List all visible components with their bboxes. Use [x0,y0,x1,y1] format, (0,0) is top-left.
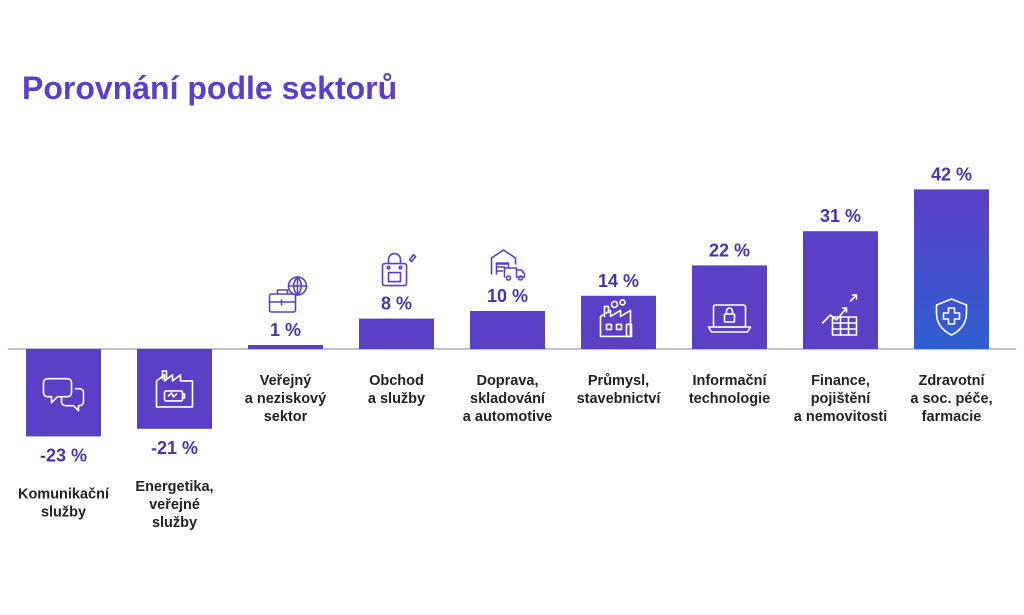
warehouse-truck-icon [490,249,526,281]
category-label: Doprava, skladování a automotive [463,373,552,425]
category-label-line: farmacie [922,409,982,425]
laptop-lock-icon [707,304,752,333]
category-label-line: veřejné [149,497,200,513]
bar-3 [359,318,434,349]
bar-value-label: 14 % [598,271,639,291]
bar-value-label: 22 % [709,240,750,260]
bar-value-label: 10 % [487,286,528,306]
category-label-line: Průmysl, [588,373,649,389]
category-label: Komunikační služby [18,486,110,520]
shopping-bag-icon [381,252,417,287]
chat-bubbles-icon [42,377,85,412]
category-label: Obchod a služby [368,373,425,407]
bar-5 [581,295,656,349]
briefcase-globe-icon [268,276,308,313]
bar-value-label: 31 % [820,206,861,226]
growth-chart-icon [821,294,858,336]
bar-4 [470,311,545,349]
category-label-line: technologie [689,391,770,407]
bar-1 [137,349,212,429]
bar-value-label: 42 % [931,164,972,184]
category-label: Veřejný a neziskový sektor [245,373,326,425]
category-label-line: Doprava, [476,373,538,389]
category-label-line: Zdravotní [918,373,985,389]
category-label-line: služby [41,504,86,520]
category-label-line: Komunikační [18,486,110,502]
factory-battery-icon [155,370,194,408]
bar-value-label: 1 % [270,320,301,340]
bar-value-label: -23 % [40,445,87,465]
category-label-line: Obchod [369,373,424,389]
medical-shield-icon [935,298,968,336]
category-label-line: stavebnictví [577,391,662,407]
category-label-line: Energetika, [135,479,213,495]
bar-2 [248,345,323,349]
page-title: Porovnání podle sektorů [22,70,398,106]
category-label-line: a neziskový [245,391,326,407]
category-label-line: skladování [470,391,546,407]
category-label: Energetika, veřejné služby [135,479,213,531]
bar-8 [914,189,989,349]
category-label-line: a nemovitosti [794,409,887,425]
factory-icon [599,299,633,338]
bar-value-label: 8 % [381,294,412,314]
category-label-line: sektor [264,409,308,425]
category-label-line: Veřejný [260,373,312,389]
category-label: Průmysl, stavebnictví [577,373,662,407]
bar-value-label: -21 % [151,438,198,458]
category-label-line: Finance, [811,373,870,389]
category-label-line: a služby [368,391,425,407]
category-label: Finance, pojištění a nemovitosti [794,373,887,425]
bar-6 [692,265,767,349]
category-label-line: Informační [692,373,767,389]
category-label-line: služby [152,515,197,531]
category-label-line: a automotive [463,409,552,425]
category-label-line: a soc. péče, [910,391,992,407]
category-label: Informační technologie [689,373,770,407]
category-label: Zdravotní a soc. péče, farmacie [910,373,992,425]
bar-0 [26,349,101,437]
category-label-line: pojištění [811,391,872,407]
